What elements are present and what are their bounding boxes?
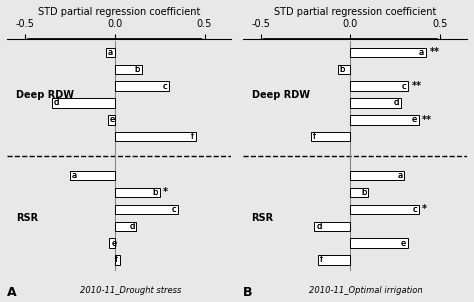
Text: c: c (171, 205, 176, 214)
Text: f: f (320, 255, 323, 265)
Text: f: f (115, 255, 118, 265)
Bar (115, 65, 142, 74)
Bar (314, 222, 350, 231)
Bar (350, 115, 419, 124)
Text: e: e (111, 239, 116, 248)
Text: b: b (135, 65, 140, 74)
Text: d: d (129, 222, 135, 231)
Text: c: c (162, 82, 167, 91)
Title: STD partial regression coefficient: STD partial regression coefficient (273, 7, 436, 17)
Bar (338, 65, 350, 74)
Text: d: d (393, 98, 399, 108)
Text: b: b (153, 188, 158, 197)
Text: e: e (109, 115, 115, 124)
Text: e: e (401, 239, 406, 248)
Text: e: e (411, 115, 417, 124)
Text: a: a (72, 171, 77, 180)
Text: a: a (419, 48, 424, 57)
Text: d: d (54, 98, 59, 108)
Bar (350, 98, 401, 108)
Bar (350, 239, 408, 248)
Text: b: b (135, 65, 140, 74)
Bar (350, 205, 419, 214)
Text: RSR: RSR (252, 213, 273, 223)
Text: 2010-11_Drought stress: 2010-11_Drought stress (80, 286, 181, 295)
Bar (115, 82, 169, 91)
Bar (115, 132, 195, 141)
Text: Deep RDW: Deep RDW (16, 89, 74, 100)
Bar (311, 132, 350, 141)
Text: B: B (243, 286, 252, 299)
Text: c: c (171, 205, 176, 214)
Text: Deep RDW: Deep RDW (252, 89, 310, 100)
Text: RSR: RSR (16, 213, 38, 223)
Bar (115, 255, 120, 265)
Text: f: f (312, 132, 316, 141)
Text: a: a (108, 48, 113, 57)
Bar (318, 255, 350, 265)
Text: f: f (320, 255, 323, 265)
Text: e: e (109, 115, 115, 124)
Text: f: f (115, 255, 118, 265)
Text: b: b (339, 65, 345, 74)
Text: c: c (412, 205, 417, 214)
Text: a: a (397, 171, 402, 180)
Text: d: d (393, 98, 399, 108)
Title: STD partial regression coefficient: STD partial regression coefficient (38, 7, 201, 17)
Text: f: f (191, 132, 194, 141)
Text: b: b (339, 65, 345, 74)
Text: f: f (312, 132, 316, 141)
Text: c: c (401, 82, 406, 91)
Bar (350, 171, 404, 180)
Text: b: b (153, 188, 158, 197)
Bar (109, 239, 115, 248)
Text: a: a (108, 48, 113, 57)
Bar (52, 98, 115, 108)
Text: **: ** (429, 47, 439, 57)
Bar (350, 82, 408, 91)
Text: e: e (411, 115, 417, 124)
Text: d: d (54, 98, 59, 108)
Text: c: c (162, 82, 167, 91)
Bar (350, 48, 426, 57)
Bar (115, 188, 160, 197)
Bar (70, 171, 115, 180)
Bar (115, 222, 136, 231)
Bar (108, 115, 115, 124)
Text: *: * (163, 188, 168, 198)
Text: f: f (191, 132, 194, 141)
Text: d: d (129, 222, 135, 231)
Text: A: A (7, 286, 17, 299)
Text: 2010-11_Optimal irrigation: 2010-11_Optimal irrigation (309, 286, 423, 295)
Text: a: a (72, 171, 77, 180)
Text: d: d (316, 222, 321, 231)
Text: **: ** (422, 115, 432, 125)
Text: e: e (401, 239, 406, 248)
Text: a: a (419, 48, 424, 57)
Text: c: c (401, 82, 406, 91)
Bar (115, 205, 178, 214)
Text: **: ** (411, 81, 421, 91)
Text: e: e (111, 239, 116, 248)
Bar (350, 188, 368, 197)
Bar (106, 48, 115, 57)
Text: b: b (361, 188, 366, 197)
Text: *: * (422, 204, 427, 214)
Text: b: b (361, 188, 366, 197)
Text: c: c (412, 205, 417, 214)
Text: d: d (316, 222, 321, 231)
Text: a: a (397, 171, 402, 180)
